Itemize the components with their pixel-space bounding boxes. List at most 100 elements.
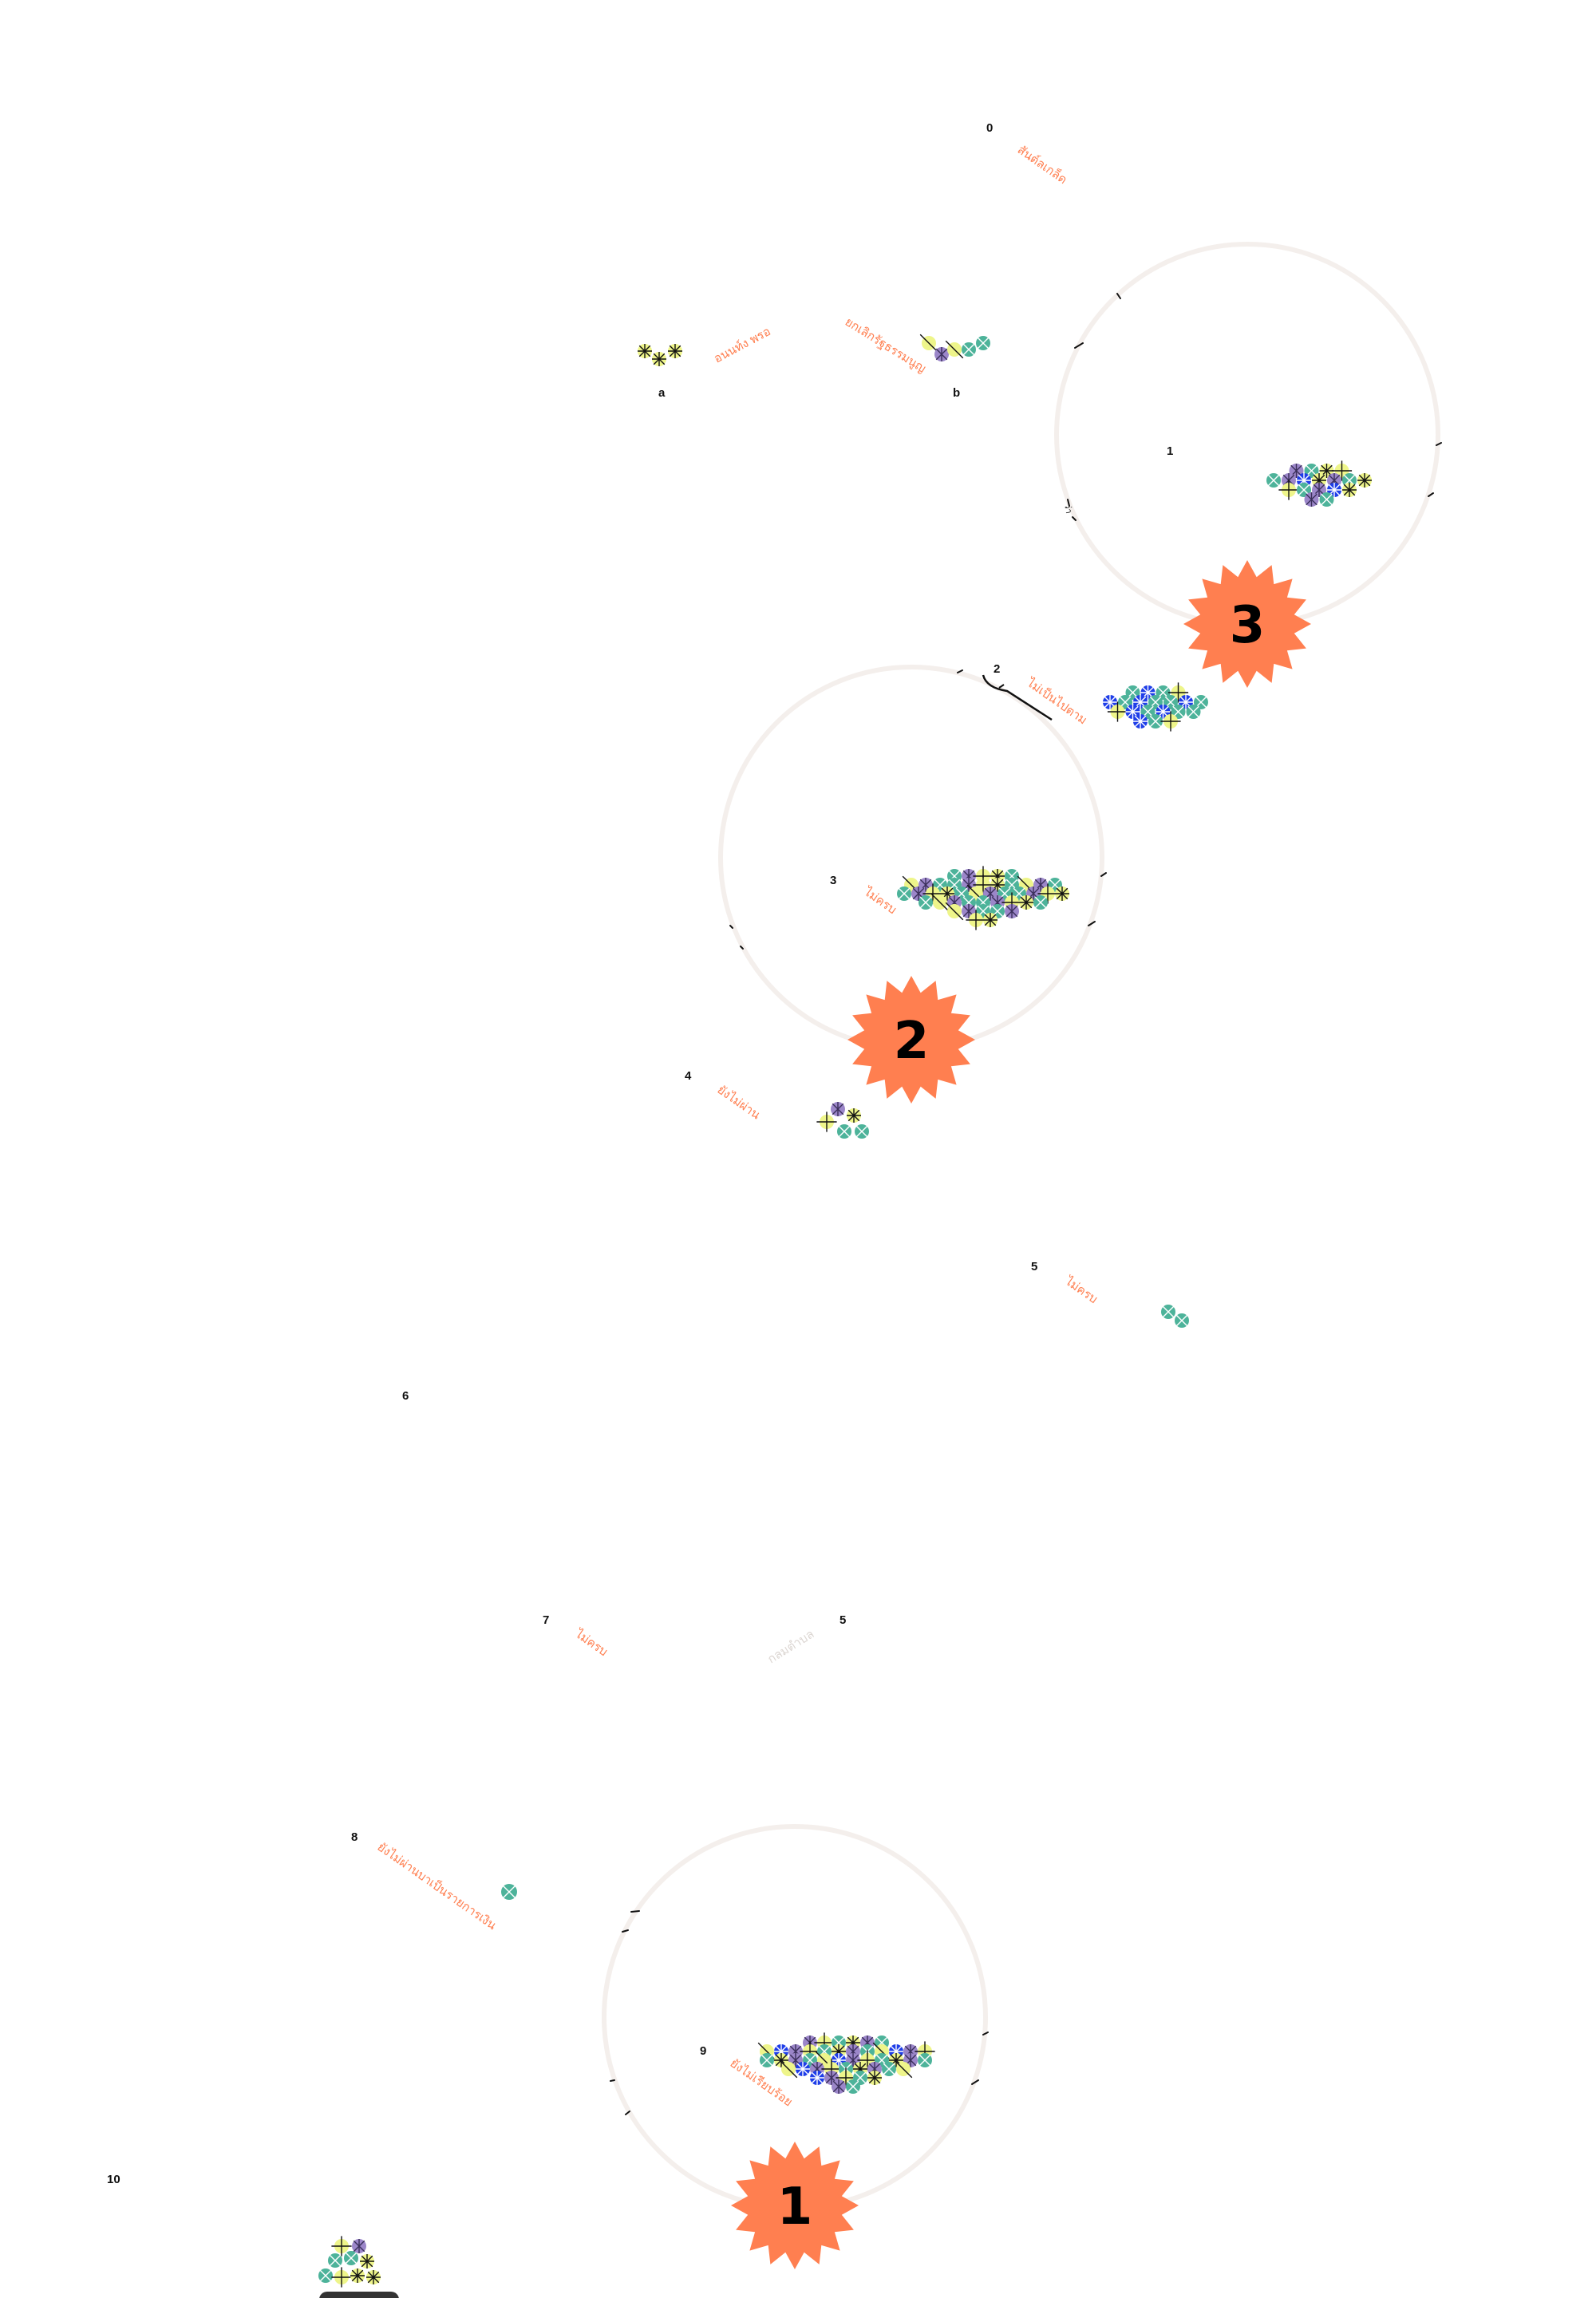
blue-dot [1125,705,1140,719]
lime-dot [1107,701,1128,722]
badge-number: 2 [894,1012,930,1071]
badge-number: 3 [1230,596,1266,655]
blue-dot [1156,705,1171,719]
teal-dot [918,895,933,910]
teal-dot [501,1884,517,1900]
teal-dot [1118,695,1132,709]
star-dot [867,2071,882,2085]
star-dot [1342,483,1357,497]
teal-dot [918,2053,932,2067]
teal-dot [1140,705,1156,719]
purple-dot [831,1102,845,1116]
slash-dot [945,340,964,359]
star-dot [1357,473,1372,488]
star-dot [1019,895,1033,910]
group-label-a: อนนท์ง พรอ [712,325,773,366]
blue-dot [1133,714,1148,729]
lime-dot [1331,460,1353,481]
star-dot [1319,464,1334,478]
step-number-top: 0 [986,121,993,135]
teal-dot [1033,895,1048,910]
starburst-shape [1183,560,1311,688]
starburst-shape [731,2142,859,2269]
purple-dot [1289,464,1304,478]
purple-dot [934,347,949,361]
blue-dot [1103,695,1117,709]
purple-dot [352,2239,366,2253]
group-letter-a: a [658,386,666,400]
step-label-7: ไม่ครบ [572,1626,610,1659]
lime-dot [1278,480,1299,500]
star-dot [983,913,998,927]
lime-dot [1167,682,1189,703]
group-letter-b: b [953,386,960,400]
teal-dot [1125,685,1140,700]
badge-2: 2 [847,976,975,1104]
teal-dot [962,342,976,357]
star-dot [350,2268,365,2283]
star-dot [1055,886,1069,901]
step-number-2: 2 [994,662,1000,676]
blue-dot [1179,695,1193,709]
teal-dot [1161,1305,1175,1319]
slash-dot [919,334,938,353]
bottom-pill [319,2292,399,2302]
star-dot [366,2270,381,2284]
step-label-5b: กลมตำบล [765,1628,816,1667]
star-dot [668,344,682,358]
star-dot [652,352,666,366]
teal-dot [1163,695,1178,709]
step-label-4: ยังไม่ผ่าน [715,1083,763,1123]
badge-3: 1 [731,2142,859,2269]
dot-clusters [318,334,1372,2288]
step-label-5: ไม่ครบ [1062,1273,1100,1306]
step-number-5: 5 [1031,1260,1037,1273]
slash-dot [779,2059,798,2079]
step-label-top: สันต์ลเกล็ด [1015,142,1070,188]
teal-dot [897,886,911,901]
teal-dot [1148,714,1163,729]
teal-dot [1319,492,1334,507]
step-label-1: ว่า [1062,503,1073,514]
lime-dot [816,1112,837,1132]
teal-dot [837,1124,851,1139]
lime-dot [331,2236,352,2257]
star-dot [847,1108,861,1123]
step-number-5b: 5 [839,1613,846,1627]
teal-dot [1297,483,1311,497]
teal-dot [1186,705,1201,719]
teal-dot [1156,685,1171,700]
teal-dot [882,2062,896,2076]
slash-dot [945,902,964,921]
step-number-4: 4 [685,1069,692,1083]
teal-dot [1304,464,1319,478]
blue-dot [1327,483,1341,497]
teal-dot [344,2251,358,2265]
badge-number: 1 [777,2178,813,2237]
badge-1: 3 [1183,560,1311,688]
step-number-3: 3 [830,874,836,887]
connector-tick [998,684,1005,689]
lime-dot [331,2267,352,2288]
step-number-6: 6 [402,1389,409,1403]
teal-dot [1148,695,1163,709]
lime-dot [1160,711,1181,732]
teal-dot [855,1124,869,1139]
teal-dot [1266,473,1281,488]
blue-dot [796,2062,810,2076]
teal-dot [1194,695,1208,709]
step-number-10: 10 [107,2173,120,2186]
slash-dot [930,893,950,912]
slash-dot [894,2059,913,2079]
teal-dot [1175,1313,1189,1328]
teal-dot [976,336,990,350]
step-label-8: ยังไม่ผ่านบาเป็นรายการเงิน [375,1839,500,1933]
purple-dot [832,2079,846,2094]
step-number-7: 7 [543,1613,549,1627]
teal-dot [846,2079,860,2094]
purple-dot [1304,492,1319,507]
ring-ticks [610,293,1442,2115]
step-label-2: ไม่เป็นไปตาม [1024,674,1090,727]
